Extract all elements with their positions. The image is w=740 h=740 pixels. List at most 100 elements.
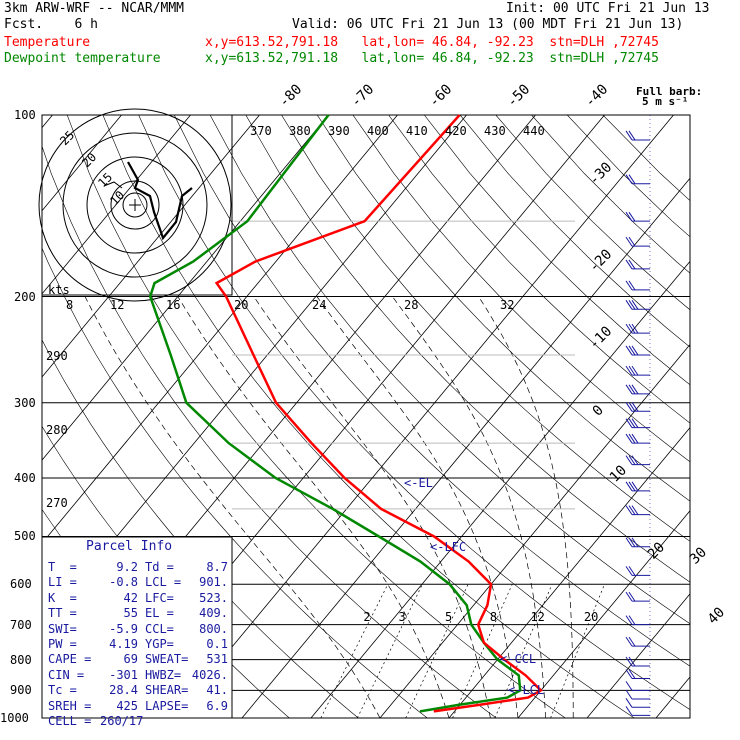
dry-adiabat-400 <box>424 115 690 386</box>
isotherm-30 <box>586 593 690 718</box>
dewpoint-station-info: x,y=613.52,791.18 lat,lon= 46.84, -92.23… <box>205 51 659 66</box>
moist-adiabat-16 <box>253 296 491 718</box>
wind-barb-27 <box>625 706 650 716</box>
mixing-ratio-20 <box>550 584 605 718</box>
hodograph <box>38 108 233 302</box>
temperature-line <box>214 114 543 713</box>
hodo-ring-2 <box>110 180 160 230</box>
parcel-row-7-label2: HWBZ= <box>145 667 182 682</box>
wind-barb-25 <box>625 689 650 700</box>
parcel-row-4-label1: SWI= <box>48 621 77 636</box>
wind-barb-18 <box>625 566 650 576</box>
wind-barb-10 <box>625 384 650 395</box>
mixing-ratio-label-2: 2 <box>363 609 371 624</box>
dry-adiabat-430 <box>531 115 690 274</box>
parcel-row-9-label2: LAPSE= <box>145 698 189 713</box>
wind-barb-8 <box>625 345 650 356</box>
mixing-ratio-2 <box>320 584 389 718</box>
hodo-units: kts <box>48 283 70 297</box>
dry-adiabat-300 <box>66 115 566 718</box>
parcel-row-10-value1: 260/17 <box>100 714 144 728</box>
speed-tick-28: 28 <box>404 298 419 312</box>
parcel-row-9-value1: 425 <box>116 698 138 713</box>
dry-adiabat-320 <box>138 115 690 710</box>
moist-adiabat-10 <box>177 296 450 718</box>
parcel-row-5-label2: YGP= <box>145 637 174 651</box>
wind-barb-2 <box>625 211 650 222</box>
speed-tick-8: 8 <box>66 298 74 312</box>
theta-label-430: 430 <box>484 124 506 138</box>
parcel-row-0-label1: T = <box>48 560 77 574</box>
level-annotation-2: <-CCL <box>500 651 537 666</box>
mixing-ratio-label-20: 20 <box>583 609 599 624</box>
wind-barb-5 <box>625 280 650 291</box>
parcel-row-10-label1: CELL = <box>48 714 92 728</box>
valid-time: Valid: 06 UTC Fri 21 Jun 13 (00 MDT Fri … <box>292 17 684 32</box>
dry-adiabat-310 <box>102 115 635 718</box>
parcel-row-0-label2: Td = <box>145 560 174 574</box>
wind-legend-value: 5 m s⁻¹ <box>642 95 689 108</box>
theta-left-label-270: 270 <box>46 496 68 510</box>
parcel-row-6-value2: 531 <box>206 652 228 667</box>
wind-barb-11 <box>625 402 650 412</box>
isotherm--10 <box>310 260 690 718</box>
wind-barb-20 <box>625 615 650 626</box>
theta-left-label-290: 290 <box>46 349 68 363</box>
parcel-row-8-label1: Tc = <box>48 683 77 698</box>
isotherm-0 <box>379 343 690 718</box>
wind-barb-26 <box>625 698 650 708</box>
wind-legend-title: Full barb: <box>636 85 703 98</box>
mixing-ratio-label-5: 5 <box>444 609 453 624</box>
hodo-ring-1 <box>122 192 148 218</box>
init-time: Init: 00 UTC Fri 21 Jun 13 <box>506 1 710 16</box>
mixing-ratio-3 <box>357 584 423 718</box>
dewpoint-line <box>148 114 522 713</box>
theta-label-390: 390 <box>328 124 350 138</box>
theta-label-400: 400 <box>367 124 389 138</box>
parcel-row-8-value2: 41. <box>206 683 228 698</box>
parcel-info-box <box>41 536 233 719</box>
parcel-info-title: Parcel Info <box>86 539 173 554</box>
speed-tick-12: 12 <box>110 298 125 312</box>
parcel-row-3-label2: EL = <box>145 606 174 621</box>
wind-barbs <box>625 115 651 718</box>
pressure-tick-300: 300 <box>14 395 36 410</box>
pressure-tick-1000: 1000 <box>0 711 29 725</box>
dry-adiabat-440 <box>566 115 690 238</box>
isotherm--20 <box>241 177 690 718</box>
mixing-ratio-5 <box>405 584 469 718</box>
theta-label-380: 380 <box>289 124 311 138</box>
wind-barb-15 <box>625 481 650 492</box>
parcel-row-0-value2: 8.7 <box>206 560 228 574</box>
dry-adiabat-290 <box>42 145 497 718</box>
model-title: 3km ARW-WRF -- NCAR/MMM <box>4 1 185 16</box>
parcel-row-5-label1: PW = <box>48 637 77 651</box>
dry-adiabat-450 <box>602 115 690 202</box>
dewpoint-legend-label: Dewpoint temperature <box>4 51 161 66</box>
theta-label-410: 410 <box>406 124 428 138</box>
wind-barb-12 <box>625 418 650 429</box>
wind-barb-17 <box>625 537 650 548</box>
hodo-ring-6 <box>62 132 208 278</box>
wind-barb-21 <box>625 636 650 647</box>
dry-adiabat-340 <box>209 115 690 625</box>
sounding-series <box>41 114 543 719</box>
hodo-tick-mark <box>103 181 123 189</box>
hodograph-frame <box>41 114 233 296</box>
mixing-ratio-label-8: 8 <box>489 609 498 624</box>
parcel-row-9-label1: SREH = <box>48 698 92 713</box>
parcel-row-3-value2: 409. <box>199 606 228 621</box>
parcel-row-1-label2: LCL = <box>145 575 182 590</box>
parcel-row-1-value2: 901. <box>199 575 228 590</box>
parcel-row-1-value1: -0.8 <box>109 575 138 590</box>
temperature-station-info: x,y=613.52,791.18 lat,lon= 46.84, -92.23… <box>205 35 659 50</box>
parcel-row-1-label1: LI = <box>48 575 77 590</box>
mixing-ratio-label-12: 12 <box>530 609 545 624</box>
theta-label-440: 440 <box>523 124 545 138</box>
parcel-row-4-value1: -5.9 <box>109 621 138 636</box>
parcel-row-8-value1: 28.4 <box>109 683 138 698</box>
wind-barb-24 <box>625 681 650 691</box>
theta-label-420: 420 <box>445 124 467 138</box>
level-annotation-3: <-LCL <box>508 682 545 697</box>
